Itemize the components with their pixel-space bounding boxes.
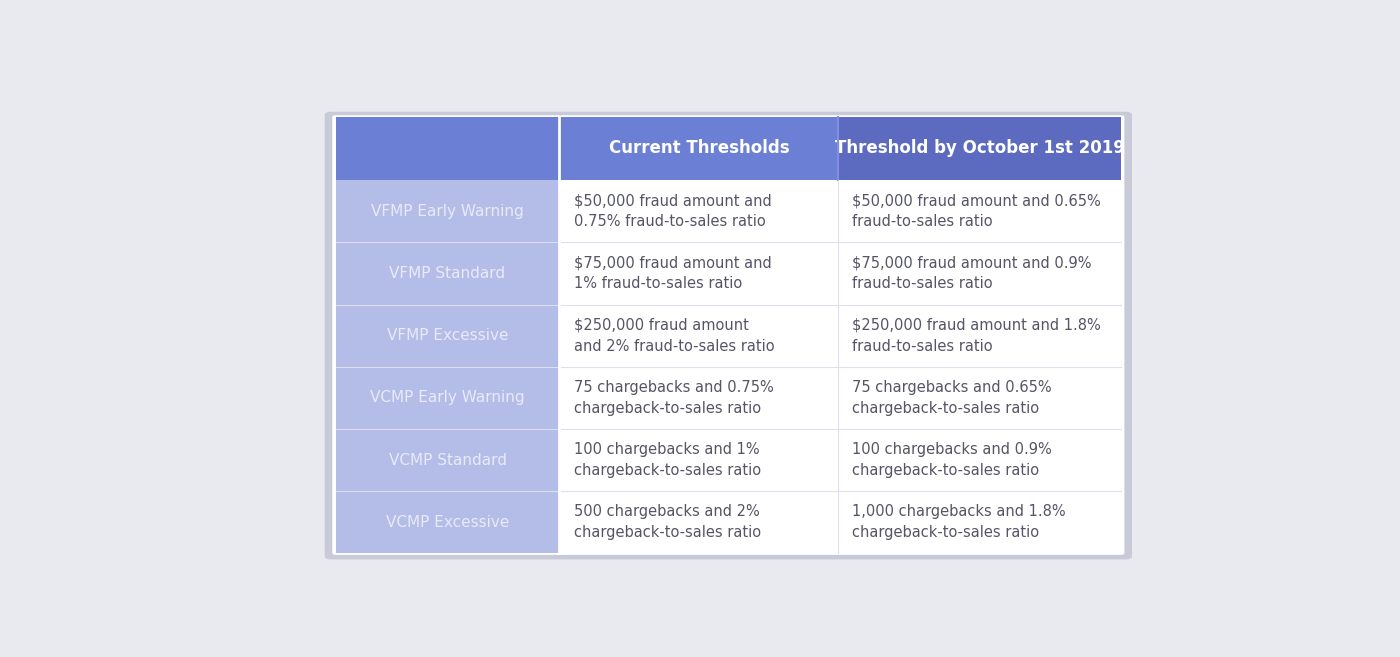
Bar (560, 367, 839, 429)
Bar (560, 429, 839, 491)
Bar (336, 242, 560, 304)
Text: VCMP Excessive: VCMP Excessive (386, 514, 510, 530)
Bar (560, 491, 839, 553)
Bar (839, 367, 1121, 429)
Bar (839, 429, 1121, 491)
Text: $50,000 fraud amount and
0.75% fraud-to-sales ratio: $50,000 fraud amount and 0.75% fraud-to-… (574, 193, 771, 229)
FancyBboxPatch shape (325, 112, 1133, 560)
Text: 100 chargebacks and 0.9%
chargeback-to-sales ratio: 100 chargebacks and 0.9% chargeback-to-s… (853, 442, 1053, 478)
Text: Threshold by October 1st 2019: Threshold by October 1st 2019 (834, 139, 1124, 158)
FancyBboxPatch shape (332, 115, 1124, 555)
Bar (336, 491, 560, 553)
Bar (839, 117, 1121, 180)
Text: 500 chargebacks and 2%
chargeback-to-sales ratio: 500 chargebacks and 2% chargeback-to-sal… (574, 505, 760, 540)
Text: Current Thresholds: Current Thresholds (609, 139, 790, 158)
Text: $250,000 fraud amount
and 2% fraud-to-sales ratio: $250,000 fraud amount and 2% fraud-to-sa… (574, 317, 774, 353)
Bar (839, 242, 1121, 304)
Text: 75 chargebacks and 0.75%
chargeback-to-sales ratio: 75 chargebacks and 0.75% chargeback-to-s… (574, 380, 773, 416)
Bar (560, 117, 839, 180)
Bar (839, 180, 1121, 242)
Bar (336, 304, 560, 367)
Text: VCMP Standard: VCMP Standard (389, 453, 507, 468)
Text: VFMP Excessive: VFMP Excessive (386, 328, 508, 343)
Bar (336, 180, 560, 242)
Bar (560, 180, 839, 242)
Text: $75,000 fraud amount and 0.9%
fraud-to-sales ratio: $75,000 fraud amount and 0.9% fraud-to-s… (853, 256, 1092, 292)
Bar (839, 491, 1121, 553)
Text: VFMP Standard: VFMP Standard (389, 266, 505, 281)
Bar (560, 242, 839, 304)
Bar (336, 429, 560, 491)
Text: 75 chargebacks and 0.65%
chargeback-to-sales ratio: 75 chargebacks and 0.65% chargeback-to-s… (853, 380, 1051, 416)
Text: 100 chargebacks and 1%
chargeback-to-sales ratio: 100 chargebacks and 1% chargeback-to-sal… (574, 442, 760, 478)
Bar (839, 304, 1121, 367)
Text: $75,000 fraud amount and
1% fraud-to-sales ratio: $75,000 fraud amount and 1% fraud-to-sal… (574, 256, 771, 292)
Text: VCMP Early Warning: VCMP Early Warning (370, 390, 525, 405)
Bar (336, 367, 560, 429)
Text: VFMP Early Warning: VFMP Early Warning (371, 204, 524, 219)
Text: $250,000 fraud amount and 1.8%
fraud-to-sales ratio: $250,000 fraud amount and 1.8% fraud-to-… (853, 317, 1102, 353)
Text: 1,000 chargebacks and 1.8%
chargeback-to-sales ratio: 1,000 chargebacks and 1.8% chargeback-to… (853, 505, 1065, 540)
Bar (336, 117, 560, 180)
Bar (560, 304, 839, 367)
Text: $50,000 fraud amount and 0.65%
fraud-to-sales ratio: $50,000 fraud amount and 0.65% fraud-to-… (853, 193, 1102, 229)
